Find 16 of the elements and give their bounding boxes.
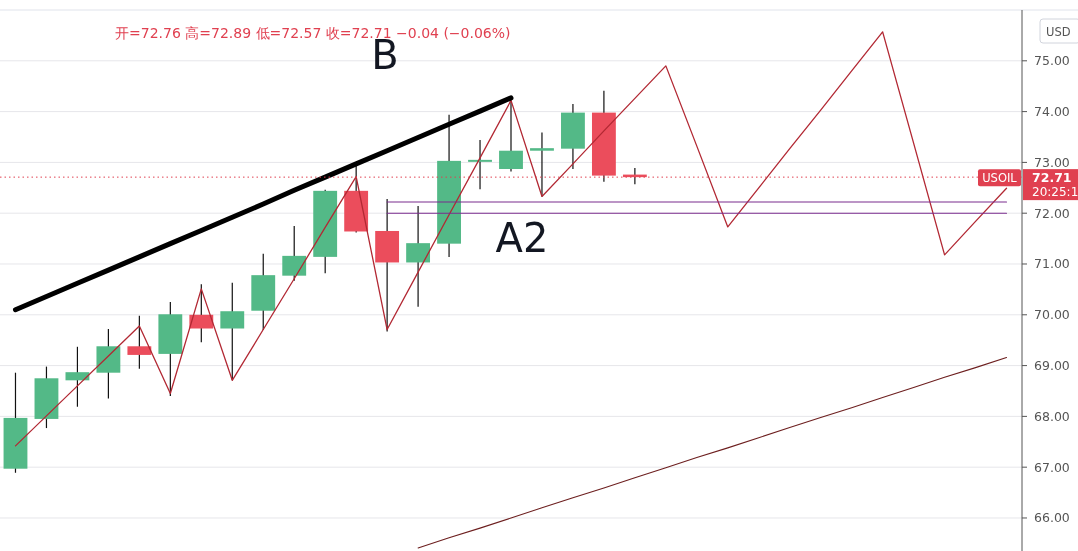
y-tick-label: 70.00 (1034, 307, 1070, 323)
text: 72.71 (1032, 169, 1072, 185)
y-tick-label: 67.00 (1034, 459, 1070, 475)
text: USD (1046, 24, 1071, 39)
y-tick-label: 72.00 (1034, 205, 1070, 221)
y-tick-label: 71.00 (1034, 256, 1070, 272)
y-tick-label: 69.00 (1034, 358, 1070, 374)
ref-line-label: USOIL (982, 170, 1018, 185)
y-tick-label: 75.00 (1034, 53, 1070, 69)
ref-label: USOIL (978, 169, 1021, 187)
annotation: A2 (495, 215, 549, 261)
y-tick-label: 68.00 (1034, 408, 1070, 424)
y-tick-label: 73.00 (1034, 154, 1070, 170)
text: 20:25:1 (1032, 185, 1078, 200)
y-tick-label: 74.00 (1034, 104, 1070, 120)
y-tick-label: 66.00 (1034, 510, 1070, 526)
